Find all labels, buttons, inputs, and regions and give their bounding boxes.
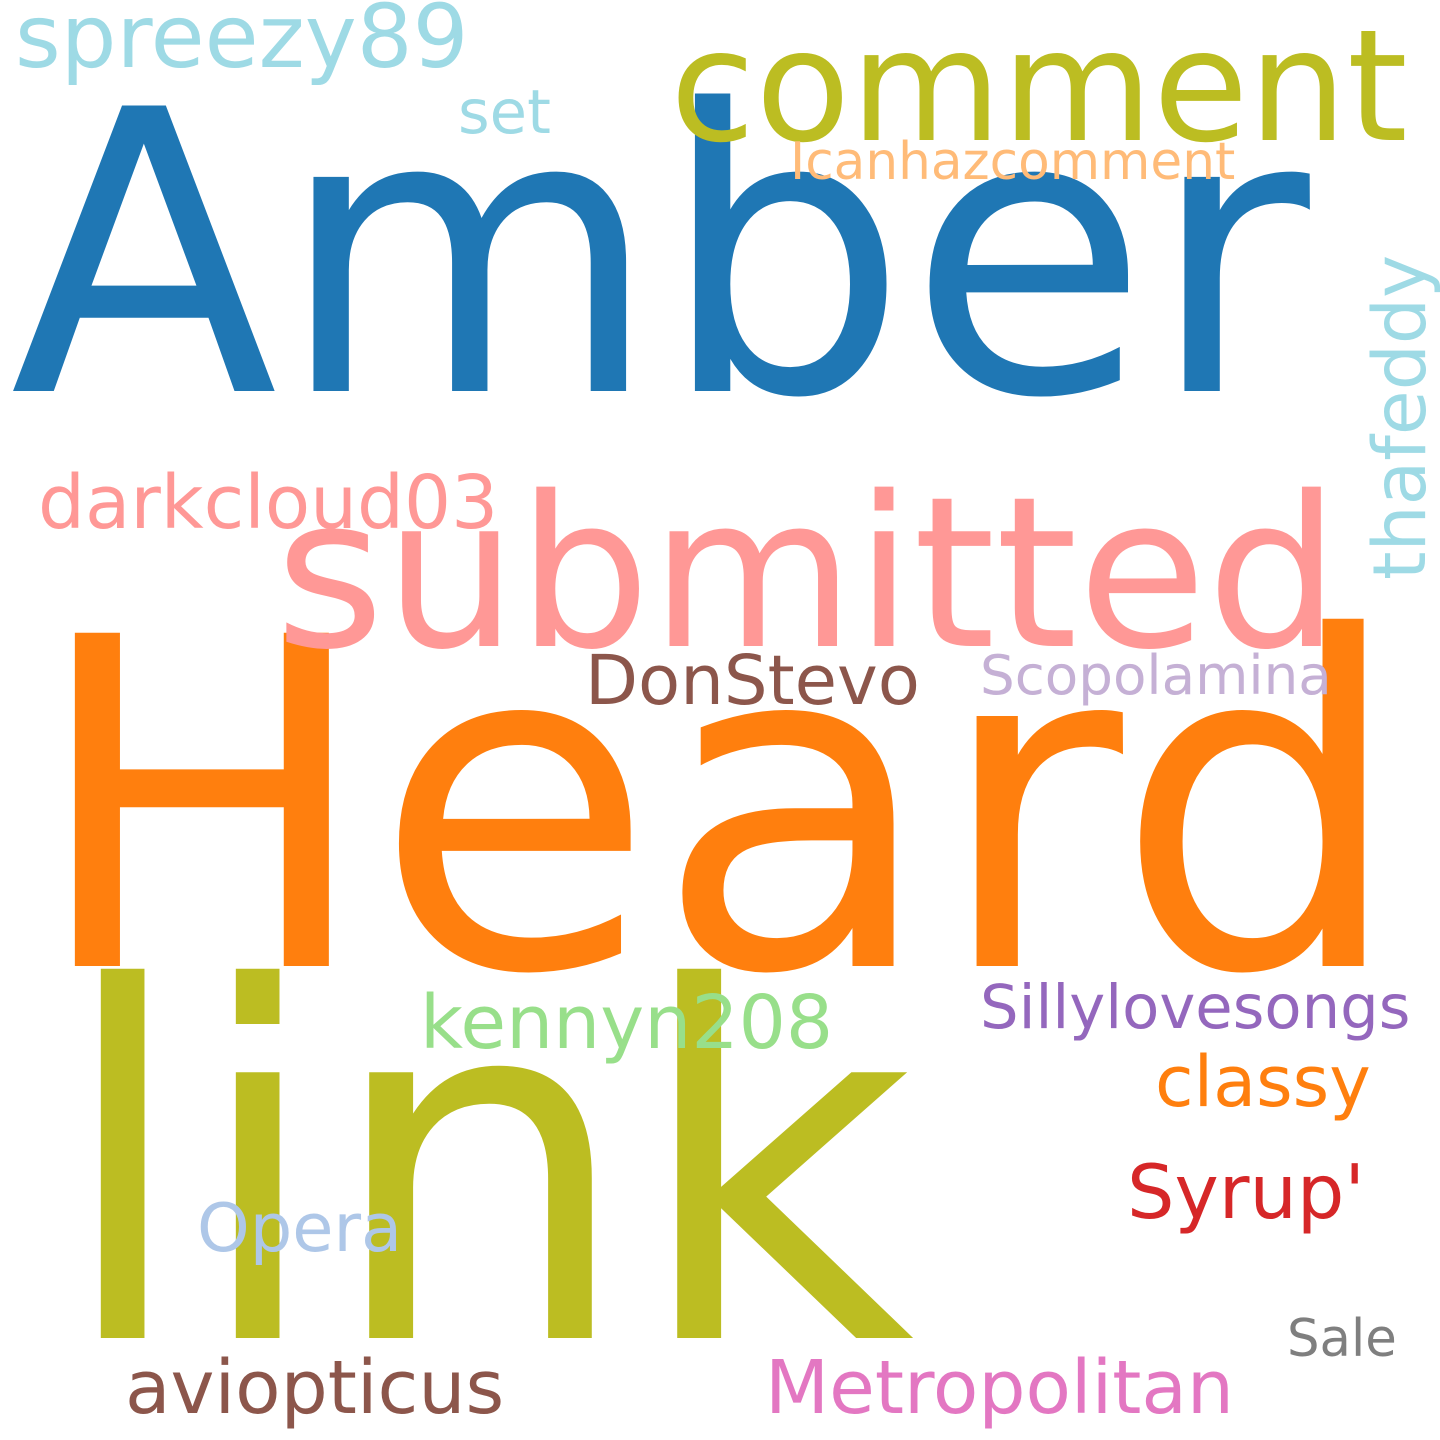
word-metropolitan: Metropolitan [765, 1344, 1234, 1432]
word-sillylovesongs: Sillylovesongs [980, 972, 1411, 1043]
word-darkcloud03: darkcloud03 [38, 460, 499, 547]
word-classy: classy [1155, 1040, 1371, 1123]
word-sale: Sale [1287, 1308, 1397, 1369]
word-icanhazcomment: Icanhazcomment [790, 131, 1236, 192]
word-heard: Heard [30, 542, 1406, 1075]
word-set: set [458, 77, 551, 148]
word-comment: comment [670, 0, 1408, 178]
word-opera: Opera [197, 1188, 403, 1267]
word-submitted: submitted [275, 451, 1340, 696]
word-syrup: Syrup' [1127, 1149, 1365, 1237]
word-thafeddy: thafeddy [1358, 254, 1440, 580]
word-aviopticus: aviopticus [125, 1344, 505, 1432]
word-kennyn208: kennyn208 [420, 979, 834, 1067]
word-link: link [55, 886, 915, 1440]
word-donstevo: DonStevo [585, 640, 920, 721]
word-amber: Amber [10, 29, 1310, 484]
word-spreezy89: spreezy89 [15, 0, 469, 89]
word-scopolamina: Scopolamina [980, 643, 1332, 708]
